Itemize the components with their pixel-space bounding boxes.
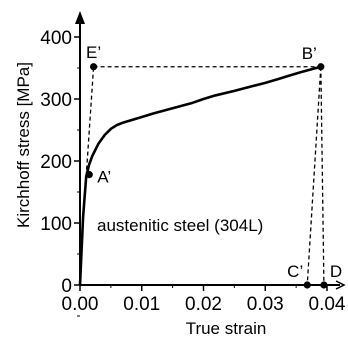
x-axis-label: True strain: [186, 319, 267, 338]
point-label: D: [330, 262, 342, 281]
stress-strain-curve: [78, 65, 322, 286]
point-label: A’: [97, 168, 111, 187]
dashed-line: [85, 66, 95, 177]
point-marker: [303, 281, 311, 289]
point-label: E’: [86, 43, 101, 62]
x-axis-arrowhead: [335, 280, 346, 290]
y-tick-label: 100: [40, 214, 72, 235]
x-tick-label: 0.02: [185, 294, 222, 315]
point-label: C’: [287, 262, 303, 281]
x-tick-label: 0.00: [62, 294, 99, 315]
x-tick-label: 0.01: [123, 294, 160, 315]
axes: [75, 11, 346, 290]
x-tick-label: 0.03: [247, 294, 284, 315]
dashed-line: [306, 66, 322, 286]
y-tick-label: 300: [40, 90, 72, 111]
y-axis-arrowhead: [75, 11, 85, 24]
y-tick-label: 200: [40, 152, 72, 173]
point-marker: [317, 63, 325, 71]
point-marker: [320, 281, 328, 289]
point-marker: [89, 63, 98, 71]
point-markers: A’ B’ E’ C’ D: [85, 43, 342, 289]
tick-labels: 0 100 200 300 400 0.00 0.01 0.02 0.03 0.04: [40, 28, 346, 317]
x-tick-label: 0.04: [309, 294, 346, 315]
y-tick-label: 400: [40, 28, 72, 49]
point-marker: [85, 171, 93, 179]
dashed-lines: [85, 66, 325, 286]
material-annotation: austenitic steel (304L): [97, 216, 263, 235]
dashed-line: [320, 66, 325, 286]
point-label: B’: [302, 44, 317, 63]
y-tick-label: 0: [61, 276, 72, 297]
y-axis-label: Kirchhoff stress [MPa]: [14, 62, 33, 228]
